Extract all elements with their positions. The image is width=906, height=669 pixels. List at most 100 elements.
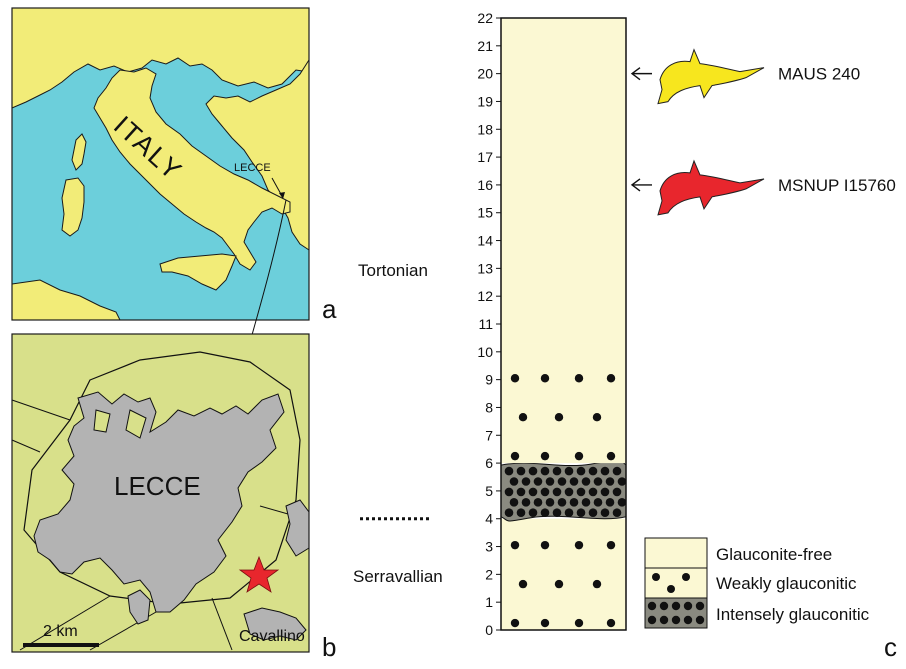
dense-glauconite-dot (533, 477, 543, 486)
legend-dense-dot (671, 615, 681, 625)
legend-label-weakly-glauconitic: Weakly glauconitic (716, 574, 857, 593)
dense-glauconite-dot (617, 498, 626, 507)
dense-glauconite-dot (600, 508, 610, 518)
road-west (11, 399, 71, 421)
sparse-glauconite-dot (540, 540, 550, 550)
panel-b-frame (11, 333, 310, 653)
sparse-glauconite-dot (606, 451, 616, 461)
dense-glauconite-dot (600, 487, 610, 497)
dense-glauconite-dot (509, 477, 519, 486)
y-tick-label: 6 (485, 455, 493, 471)
dense-glauconite-dot (528, 466, 538, 476)
layer-glauconite-free (501, 18, 626, 344)
road-south-cavallino (211, 597, 233, 651)
stage-label-serravallian: Serravallian (353, 567, 443, 586)
sparse-glauconite-dot (574, 374, 584, 383)
dense-glauconite-dot (588, 466, 598, 476)
y-tick-label: 16 (477, 177, 493, 193)
legend-dot (652, 573, 660, 581)
sparse-glauconite-dot (510, 451, 520, 461)
satellite-town-east (285, 499, 310, 557)
dense-glauconite-dot (605, 498, 615, 507)
y-tick-label: 3 (485, 539, 493, 555)
lecce-pointer-arrowhead (279, 192, 285, 199)
sparse-glauconite-dot (606, 618, 616, 628)
specimen-arrow-head (630, 67, 641, 81)
dense-glauconite-dot (576, 508, 586, 518)
y-tick-label: 10 (477, 344, 493, 360)
cavallino-label: Cavallino (239, 628, 305, 645)
lecce-label-small: LECCE (234, 162, 271, 174)
sparse-glauconite-dot (554, 579, 564, 589)
sparse-glauconite-dot (540, 451, 550, 461)
legend-dense-dot (647, 601, 657, 611)
sparse-glauconite-dot (606, 374, 616, 383)
y-tick-label: 18 (477, 121, 493, 137)
dense-glauconite-dot (576, 466, 586, 476)
sparse-glauconite-dot (592, 412, 602, 422)
legend-label-glauconite-free: Glauconite-free (716, 545, 832, 564)
dense-glauconite-dot (564, 466, 574, 476)
y-tick-label: 4 (485, 511, 493, 527)
legend: Glauconite-free Weakly glauconitic Inten… (644, 537, 870, 629)
legend-dense-dot (695, 615, 705, 625)
panel-a-italy-land (93, 67, 291, 271)
dense-glauconite-dot (612, 487, 622, 497)
panel-a-italy-map: ITALY LECCE a (11, 7, 337, 324)
legend-dense-dot (683, 615, 693, 625)
dense-glauconite-dot (617, 477, 626, 486)
dense-glauconite-dot (569, 477, 579, 486)
legend-dense-dot (671, 601, 681, 611)
sparse-glauconite-dot (518, 412, 528, 422)
dense-glauconite-dot (528, 508, 538, 518)
urban-gap-1 (93, 409, 111, 433)
cavallino-town (243, 607, 307, 641)
legend-dense-dot (659, 601, 669, 611)
panel-a-sicily (159, 253, 237, 291)
dense-glauconite-dot (564, 508, 574, 518)
layer-weakly-glauconitic (501, 343, 626, 464)
y-tick-label: 11 (478, 316, 493, 332)
dense-glauconite-dot (564, 487, 574, 497)
dense-glauconite-dot (545, 477, 555, 486)
urban-gap-2 (125, 409, 147, 439)
dense-glauconite-dot (593, 477, 603, 486)
panel-a-letter: a (322, 294, 337, 324)
road-southwest (19, 595, 111, 651)
layer-intensely-glauconitic (501, 460, 626, 522)
dense-glauconite-dot (557, 477, 567, 486)
dolphin-silhouette-icon (657, 159, 765, 216)
dense-glauconite-dot (545, 498, 555, 507)
legend-dense-dot (695, 601, 705, 611)
legend-dense-dot (647, 615, 657, 625)
panel-a-corsica (71, 133, 87, 171)
y-tick-label: 5 (485, 483, 493, 499)
y-tick-label: 9 (485, 372, 493, 388)
dense-glauconite-dot (552, 508, 562, 518)
sparse-glauconite-dot (574, 540, 584, 550)
dense-glauconite-dot (533, 498, 543, 507)
urban-patch-south (127, 589, 151, 625)
dense-glauconite-dot (576, 487, 586, 497)
layer-weakly-glauconitic (501, 518, 626, 630)
dense-glauconite-dot (516, 487, 526, 497)
sparse-glauconite-dot (510, 618, 520, 628)
y-tick-label: 13 (477, 260, 493, 276)
dense-glauconite-dot (504, 508, 514, 518)
dense-glauconite-dot (516, 508, 526, 518)
y-tick-label: 19 (477, 93, 493, 109)
sparse-glauconite-dot (574, 451, 584, 461)
dense-glauconite-dot (504, 466, 514, 476)
dense-glauconite-dot (600, 466, 610, 476)
specimen-marker: MAUS 240 (630, 48, 860, 105)
dense-glauconite-dot (605, 477, 615, 486)
dense-glauconite-dot (581, 498, 591, 507)
lecce-urban-area (33, 391, 285, 613)
dense-glauconite-dot (557, 498, 567, 507)
dense-glauconite-dot (540, 508, 550, 518)
sparse-glauconite-dot (510, 374, 520, 383)
dense-glauconite-dot (581, 477, 591, 486)
